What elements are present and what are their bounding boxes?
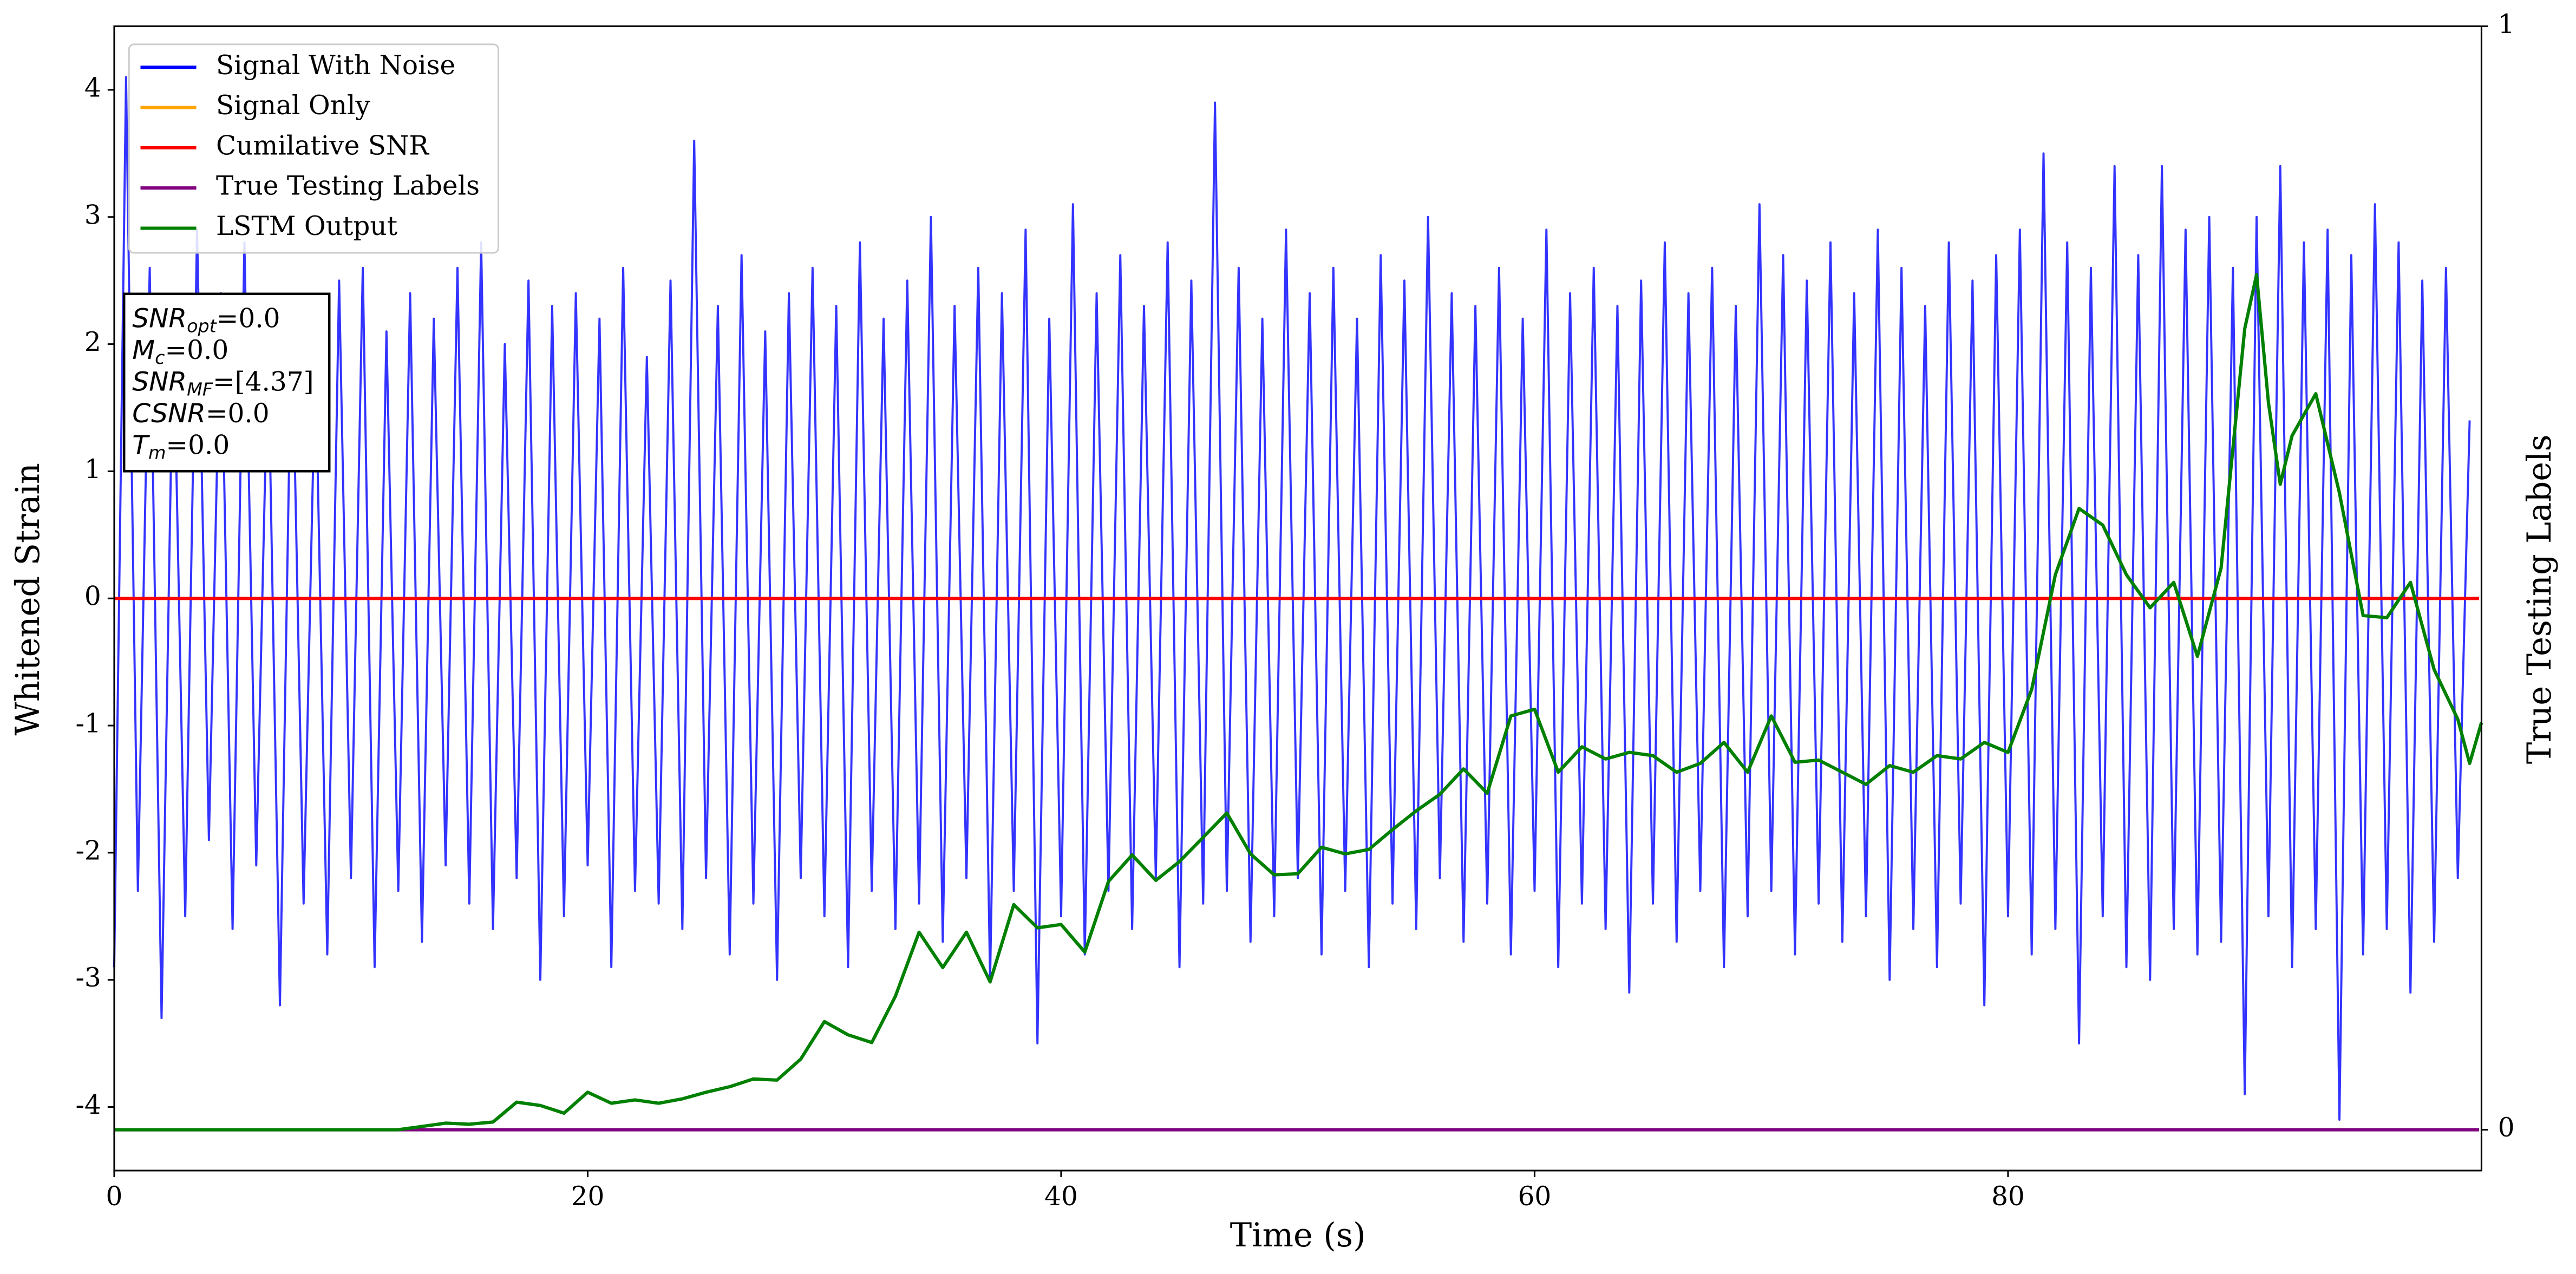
annotation-box: SNRopt=0.0Mc=0.0SNRMF=[4.37]CSNR=0.0Tm=0… xyxy=(122,292,331,473)
y-tick-label: -4 xyxy=(75,1090,101,1120)
annotation-symbol: T xyxy=(132,430,150,460)
annotation-value: =0.0 xyxy=(165,335,229,365)
y-tick-label: 4 xyxy=(84,73,101,103)
x-tick-label: 40 xyxy=(1044,1181,1078,1212)
legend-label: Signal With Noise xyxy=(216,50,455,81)
legend-label: True Testing Labels xyxy=(216,171,480,201)
annotation-subscript: c xyxy=(155,347,165,368)
annotation-value: =0.0 xyxy=(166,430,230,460)
legend-label: Signal Only xyxy=(216,90,370,121)
annotation-value: =0.0 xyxy=(206,398,270,428)
annotation-symbol: M xyxy=(132,335,155,365)
y-tick-label: 1 xyxy=(84,454,101,485)
y-tick-label: -1 xyxy=(75,709,101,739)
y-tick-label: 3 xyxy=(84,200,101,230)
legend-box xyxy=(128,43,500,254)
y2-axis-label: True Testing Labels xyxy=(2521,434,2559,764)
annotation-subscript: MF xyxy=(187,378,213,400)
annotation-subscript: m xyxy=(148,442,166,463)
annotation-line: CSNR=0.0 xyxy=(132,398,269,428)
annotation-symbol: SNR xyxy=(132,303,187,334)
annotation-frame xyxy=(122,292,331,473)
y-tick-label: -3 xyxy=(75,963,101,993)
x-tick-label: 80 xyxy=(1991,1181,2025,1212)
annotation-line: SNRMF=[4.37] xyxy=(132,367,313,400)
y2-tick-label: 1 xyxy=(2498,9,2515,40)
y-tick-label: 0 xyxy=(84,582,101,612)
y2-tick-label: 0 xyxy=(2498,1113,2515,1143)
legend-label: LSTM Output xyxy=(216,211,398,241)
annotation-value: =0.0 xyxy=(217,303,280,334)
legend-label: Cumilative SNR xyxy=(216,130,429,161)
x-axis-label: Time (s) xyxy=(1230,1217,1366,1255)
y-axis-label: Whitened Strain xyxy=(9,463,47,735)
annotation-line: Mc=0.0 xyxy=(132,335,228,368)
annotation-subscript: opt xyxy=(187,315,218,336)
annotation-line: SNRopt=0.0 xyxy=(132,303,280,336)
x-tick-label: 20 xyxy=(571,1181,605,1212)
annotation-line: Tm=0.0 xyxy=(132,430,230,463)
annotation-symbol: SNR xyxy=(132,367,187,397)
y-tick-label: -2 xyxy=(75,835,101,866)
x-tick-label: 60 xyxy=(1518,1181,1552,1212)
annotation-symbol: CSNR xyxy=(132,398,206,429)
annotation-value: =[4.37] xyxy=(213,367,313,397)
plot-area xyxy=(113,76,2483,1132)
series-line xyxy=(113,76,2471,1121)
x-tick-label: 0 xyxy=(106,1181,123,1212)
y-tick-label: 2 xyxy=(84,327,101,357)
legend: Signal With Noise Signal Only Cumilative S… xyxy=(128,43,500,254)
series-line xyxy=(114,273,2483,1132)
